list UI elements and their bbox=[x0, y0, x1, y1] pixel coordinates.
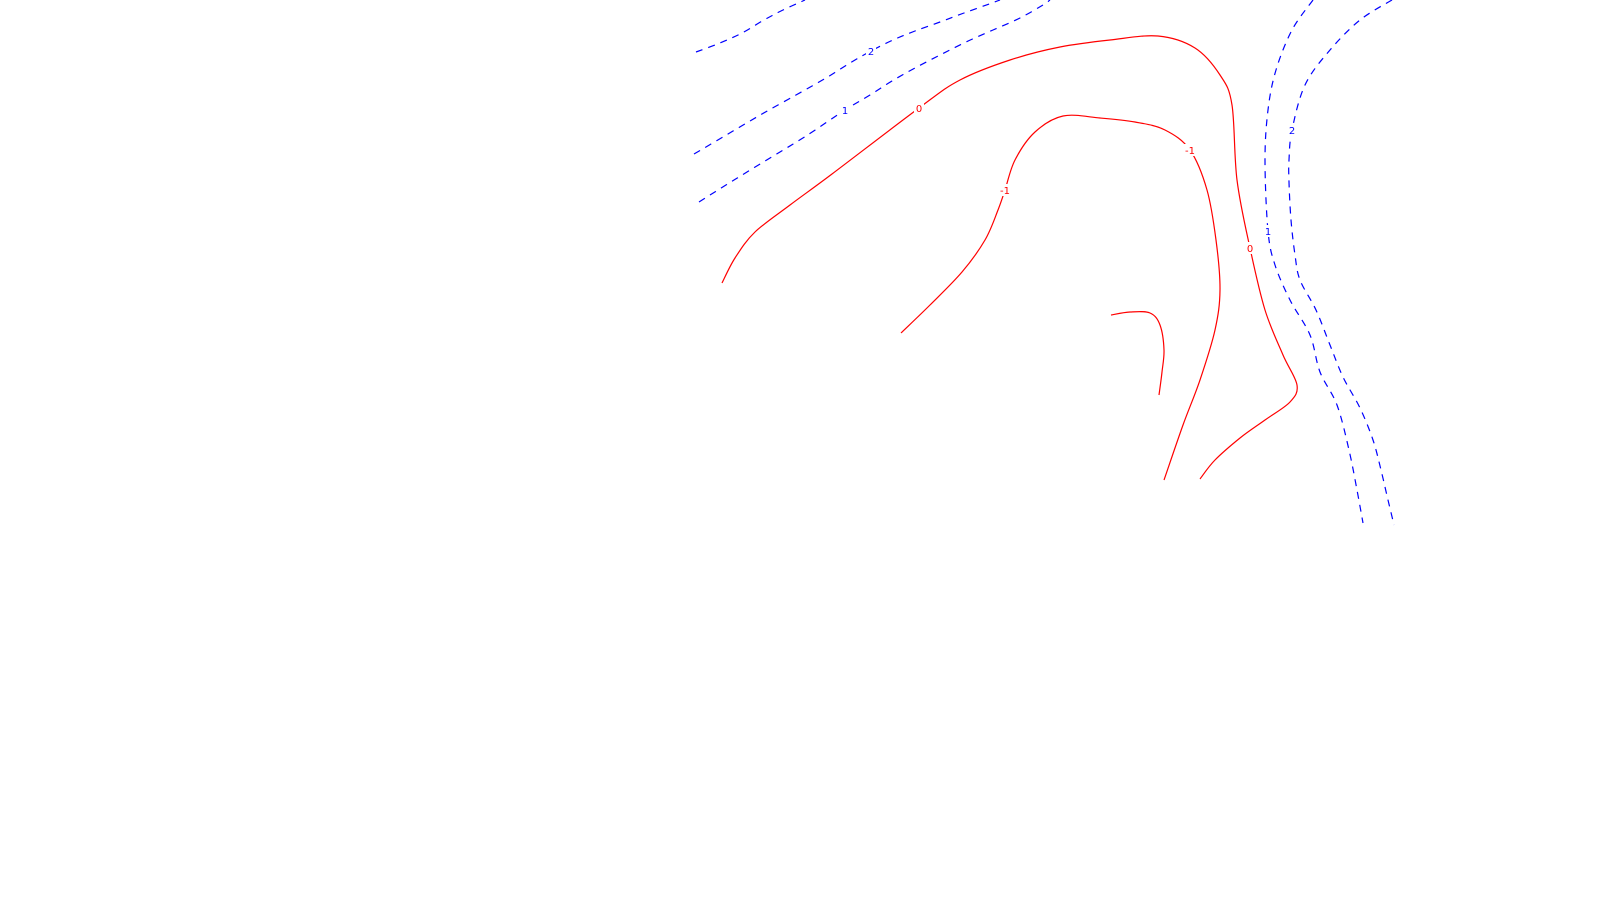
contour-line-level-2-upper-left bbox=[695, 0, 806, 53]
contour-label-background bbox=[866, 45, 876, 57]
contour-label-level-0-main: 0 bbox=[1245, 242, 1255, 255]
contour-label-text: 0 bbox=[1247, 244, 1253, 255]
contour-label-level-1-diagonal: 1 bbox=[840, 104, 850, 117]
contour-label-background bbox=[1182, 144, 1198, 156]
contour-label-level-neg1-main: -1 bbox=[1182, 144, 1198, 157]
contour-label-level-neg1-main: -1 bbox=[997, 184, 1013, 197]
contour-label-level-2-right: 2 bbox=[1287, 124, 1297, 137]
contour-label-level-1-right: 1 bbox=[1263, 225, 1273, 238]
contour-line-level-0-main bbox=[721, 35, 1298, 480]
contour-label-text: 2 bbox=[1289, 126, 1295, 137]
contour-label-background bbox=[997, 184, 1013, 196]
contour-label-text: -1 bbox=[1000, 186, 1010, 197]
contour-label-background bbox=[840, 104, 850, 116]
contour-label-background bbox=[1263, 225, 1273, 237]
contour-label-text: 1 bbox=[842, 106, 848, 117]
contour-label-level-0-main: 0 bbox=[914, 102, 924, 115]
contour-line-level-1-right bbox=[1264, 0, 1364, 524]
contour-line-level-neg1-main bbox=[900, 114, 1221, 481]
contour-line-level-neg1-small bbox=[1110, 310, 1165, 396]
contour-line-level-2-diagonal bbox=[693, 0, 1001, 155]
contour-label-text: 0 bbox=[916, 104, 922, 115]
contour-line-level-2-right bbox=[1288, 0, 1395, 526]
contour-label-level-2-diagonal: 2 bbox=[866, 45, 876, 58]
contour-label-background bbox=[1245, 242, 1255, 254]
contour-label-background bbox=[1287, 124, 1297, 136]
contour-label-text: 2 bbox=[868, 47, 874, 58]
contour-line-level-1-diagonal bbox=[698, 0, 1051, 203]
contour-label-text: -1 bbox=[1185, 146, 1195, 157]
contour-label-text: 1 bbox=[1265, 227, 1271, 238]
contour-label-background bbox=[914, 102, 924, 114]
